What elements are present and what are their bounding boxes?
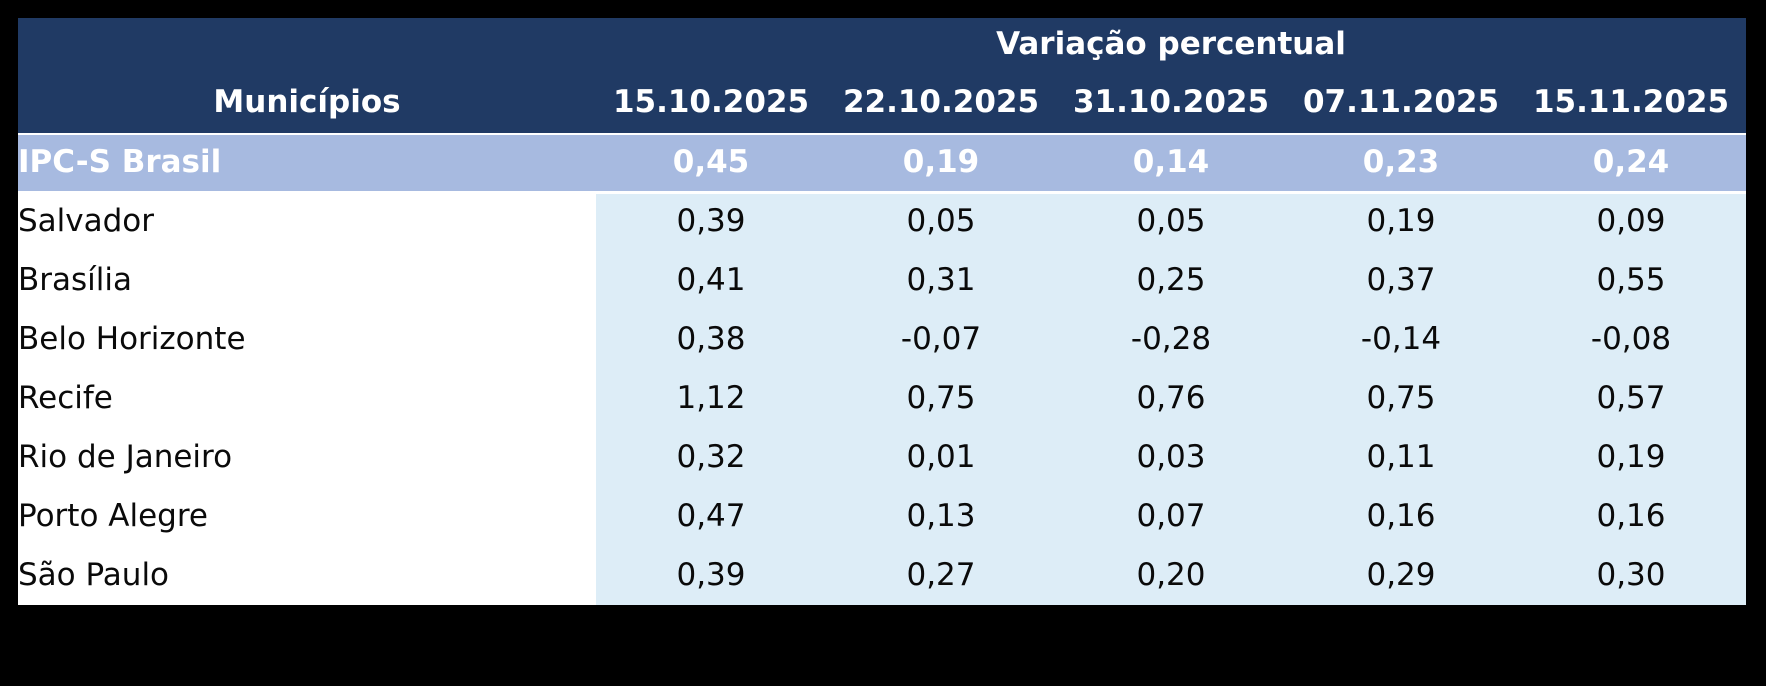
municipality-cell: São Paulo	[18, 546, 596, 605]
value-cell: 0,16	[1286, 487, 1516, 546]
value-cell: 1,12	[596, 369, 826, 428]
value-cell: 0,19	[1286, 192, 1516, 251]
value-cell: 0,39	[596, 546, 826, 605]
value-cell: 0,19	[1516, 428, 1746, 487]
value-cell: -0,28	[1056, 310, 1286, 369]
value-cell: 0,27	[826, 546, 1056, 605]
value-cell: 0,37	[1286, 251, 1516, 310]
value-cell: 0,32	[596, 428, 826, 487]
group-header-row: Variação percentual	[18, 18, 1746, 72]
value-cell: 0,25	[1056, 251, 1286, 310]
summary-row-ipcs-brasil: IPC-S Brasil 0,45 0,19 0,14 0,23 0,24	[18, 134, 1746, 194]
value-cell: 0,75	[826, 369, 1056, 428]
municipality-cell: Belo Horizonte	[18, 310, 596, 369]
value-cell: 0,11	[1286, 428, 1516, 487]
summary-label-cell: IPC-S Brasil	[18, 134, 596, 194]
corner-cell	[18, 18, 596, 72]
municipality-cell: Recife	[18, 369, 596, 428]
value-cell: 0,57	[1516, 369, 1746, 428]
summary-value-cell: 0,23	[1286, 134, 1516, 194]
municipality-cell: Rio de Janeiro	[18, 428, 596, 487]
date-header-cell: 15.10.2025	[596, 72, 826, 135]
value-cell: 0,16	[1516, 487, 1746, 546]
summary-value-cell: 0,14	[1056, 134, 1286, 194]
value-cell: 0,03	[1056, 428, 1286, 487]
summary-value-cell: 0,19	[826, 134, 1056, 194]
value-cell: -0,08	[1516, 310, 1746, 369]
date-header-cell: 31.10.2025	[1056, 72, 1286, 135]
value-cell: 0,31	[826, 251, 1056, 310]
value-cell: -0,14	[1286, 310, 1516, 369]
municipality-cell: Porto Alegre	[18, 487, 596, 546]
summary-value-cell: 0,24	[1516, 134, 1746, 194]
value-cell: 0,05	[826, 192, 1056, 251]
value-cell: 0,01	[826, 428, 1056, 487]
value-cell: 0,47	[596, 487, 826, 546]
value-cell: 0,75	[1286, 369, 1516, 428]
table-row-sao-paulo: São Paulo 0,39 0,27 0,20 0,29 0,30	[18, 546, 1746, 605]
table-row-brasilia: Brasília 0,41 0,31 0,25 0,37 0,55	[18, 251, 1746, 310]
value-cell: 0,41	[596, 251, 826, 310]
municipality-cell: Salvador	[18, 192, 596, 251]
value-cell: 0,30	[1516, 546, 1746, 605]
value-cell: 0,55	[1516, 251, 1746, 310]
table-row-salvador: Salvador 0,39 0,05 0,05 0,19 0,09	[18, 192, 1746, 251]
value-cell: 0,20	[1056, 546, 1286, 605]
table-row-porto-alegre: Porto Alegre 0,47 0,13 0,07 0,16 0,16	[18, 487, 1746, 546]
table-row-belo-horizonte: Belo Horizonte 0,38 -0,07 -0,28 -0,14 -0…	[18, 310, 1746, 369]
table-row-rio-de-janeiro: Rio de Janeiro 0,32 0,01 0,03 0,11 0,19	[18, 428, 1746, 487]
value-cell: 0,07	[1056, 487, 1286, 546]
value-cell: 0,09	[1516, 192, 1746, 251]
municipality-cell: Brasília	[18, 251, 596, 310]
value-cell: -0,07	[826, 310, 1056, 369]
date-header-cell: 22.10.2025	[826, 72, 1056, 135]
value-cell: 0,38	[596, 310, 826, 369]
value-cell: 0,05	[1056, 192, 1286, 251]
municipios-header-cell: Municípios	[18, 72, 596, 135]
value-cell: 0,39	[596, 192, 826, 251]
group-header-cell: Variação percentual	[596, 18, 1746, 72]
date-header-cell: 07.11.2025	[1286, 72, 1516, 135]
table-row-recife: Recife 1,12 0,75 0,76 0,75 0,57	[18, 369, 1746, 428]
value-cell: 0,76	[1056, 369, 1286, 428]
value-cell: 0,29	[1286, 546, 1516, 605]
ipc-s-variation-table: Variação percentual Municípios 15.10.202…	[18, 18, 1746, 605]
summary-value-cell: 0,45	[596, 134, 826, 194]
value-cell: 0,13	[826, 487, 1056, 546]
column-header-row: Municípios 15.10.2025 22.10.2025 31.10.2…	[18, 72, 1746, 135]
date-header-cell: 15.11.2025	[1516, 72, 1746, 135]
